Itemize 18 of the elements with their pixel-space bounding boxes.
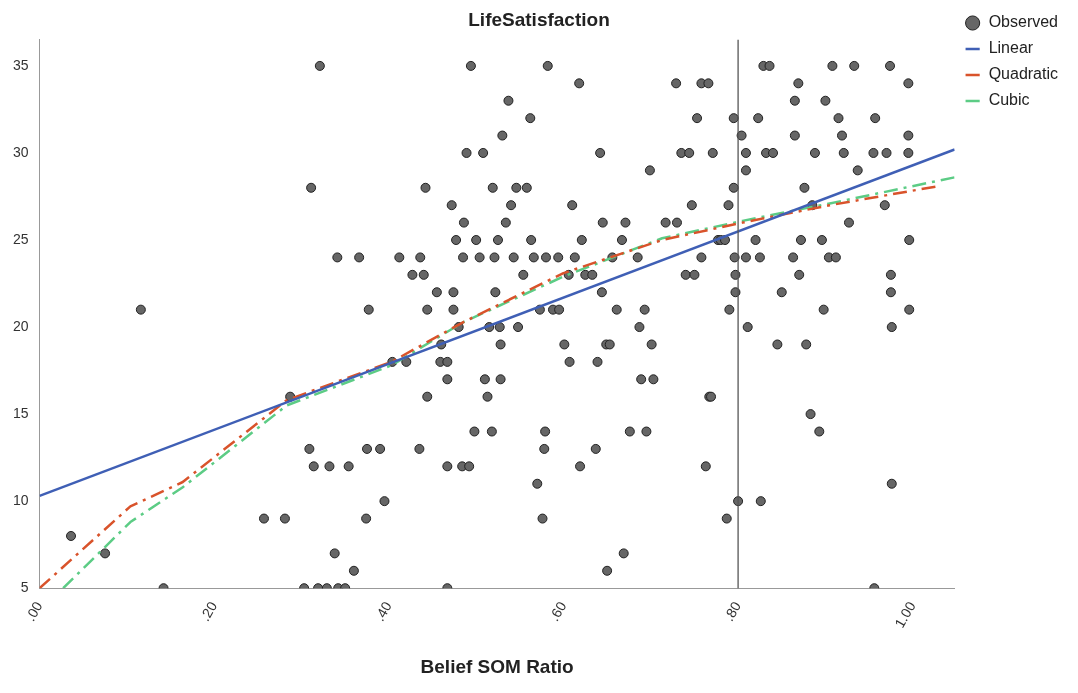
y-tick-label: 10 (12, 492, 29, 509)
y-tick-label: 30 (12, 143, 29, 160)
legend-label: Cubic (988, 91, 1030, 109)
y-tick-label: 15 (12, 404, 29, 421)
legend-label: Linear (988, 39, 1034, 57)
x-tick-label: .80 (720, 598, 745, 624)
legend-label: Observed (988, 13, 1059, 31)
legend-label: Quadratic (988, 65, 1059, 83)
x-tick-label: .40 (371, 598, 395, 624)
y-tick-label: 20 (12, 317, 29, 334)
x-tick-label: .20 (196, 598, 221, 624)
chart-title: LifeSatisfaction (468, 8, 610, 30)
x-tick-label: .60 (545, 598, 570, 624)
y-tick-label: 25 (12, 230, 29, 247)
y-tick-label: 35 (12, 56, 29, 73)
x-axis-title: Belief SOM Ratio (420, 655, 574, 677)
y-tick-label: 5 (20, 579, 29, 596)
x-tick-label: .00 (21, 598, 46, 624)
